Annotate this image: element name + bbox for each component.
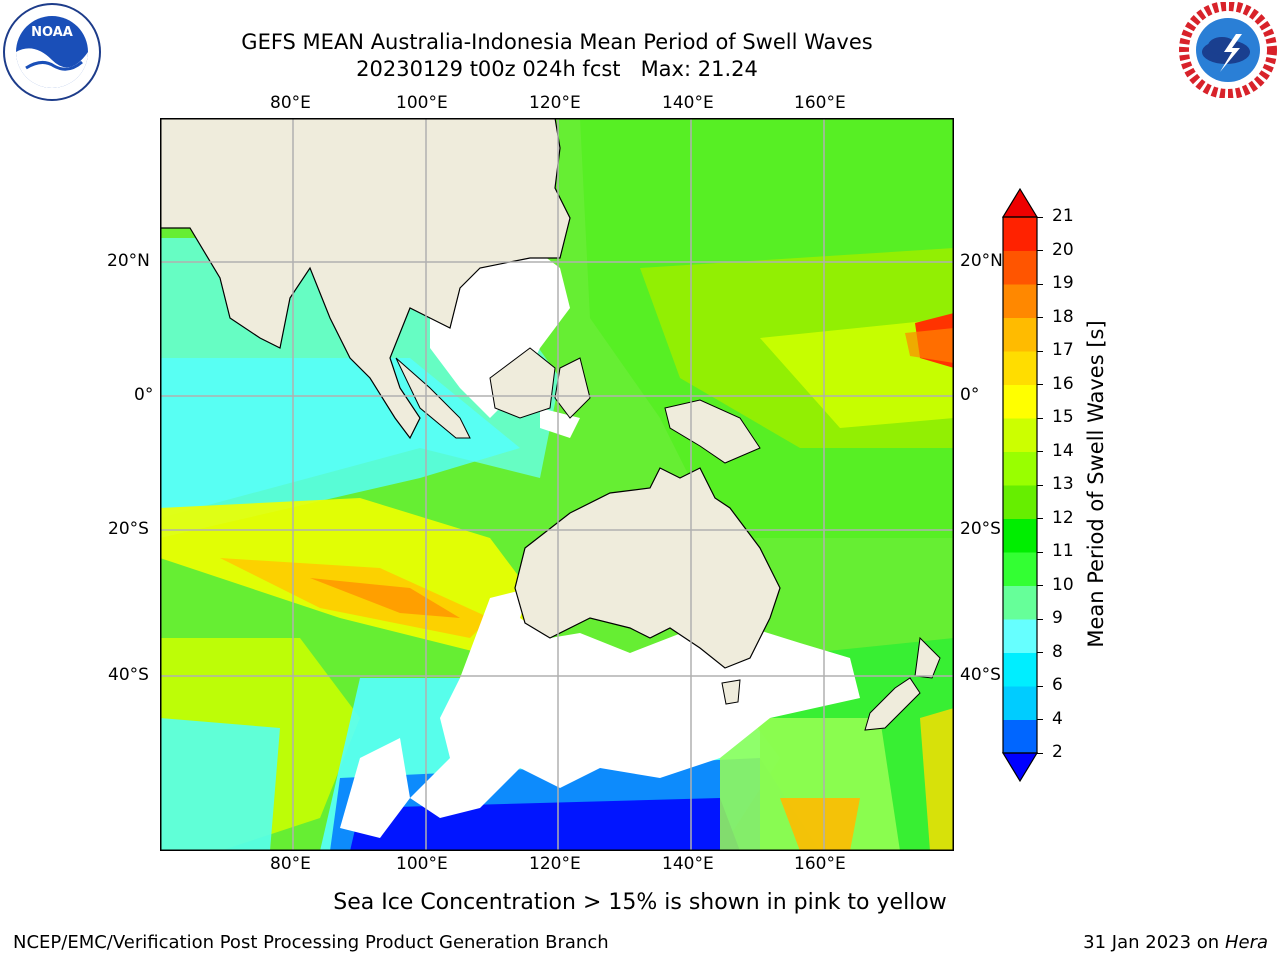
colorbar-tick-label: 2: [1052, 742, 1063, 762]
footer-host: Hera: [1224, 932, 1268, 953]
colorbar-segment: [1003, 485, 1037, 519]
colorbar-tick-mark: [1037, 283, 1043, 285]
colorbar-tick-label: 21: [1052, 206, 1074, 226]
lon-label-bottom-140e: 140°E: [662, 854, 714, 874]
colorbar-tick-mark: [1037, 752, 1043, 754]
lat-label-left-20s: 20°S: [108, 519, 149, 539]
colorbar: [1001, 187, 1039, 783]
colorbar-tick-label: 15: [1052, 407, 1074, 427]
colorbar-tick-mark: [1037, 585, 1043, 587]
colorbar-tick-mark: [1037, 652, 1043, 654]
lon-label-bottom-120e: 120°E: [529, 854, 581, 874]
lat-label-right-0: 0°: [960, 385, 980, 405]
colorbar-segment: [1003, 686, 1037, 720]
colorbar-tick-mark: [1037, 384, 1043, 386]
colorbar-segment: [1003, 652, 1037, 687]
colorbar-tick-label: 20: [1052, 239, 1074, 260]
new-guinea: [664, 399, 761, 464]
colorbar-tick-mark: [1037, 484, 1043, 486]
lon-label-top-160e: 160°E: [794, 93, 846, 113]
colorbar-tick-label: 16: [1052, 373, 1074, 394]
colorbar-segment: [1003, 719, 1037, 754]
colorbar-tick-mark: [1037, 618, 1043, 620]
colorbar-segment: [1003, 284, 1037, 318]
colorbar-tick-mark: [1037, 350, 1043, 352]
colorbar-tick-label: 13: [1052, 474, 1074, 494]
footer-date: 31 Jan 2023 on Hera: [1083, 932, 1268, 953]
colorbar-tick-mark: [1037, 417, 1043, 419]
lat-label-left-20n: 20°N: [107, 251, 150, 271]
colorbar-tick-label: 12: [1052, 507, 1074, 528]
lat-label-right-20s: 20°S: [960, 519, 1001, 539]
colorbar-segment: [1003, 317, 1037, 352]
colorbar-segment: [1003, 250, 1037, 285]
lat-label-right-40s: 40°S: [960, 665, 1001, 685]
lon-label-top-140e: 140°E: [662, 93, 714, 113]
colorbar-tick-mark: [1037, 250, 1043, 252]
lon-label-bottom-100e: 100°E: [396, 854, 448, 874]
new-zealand: [914, 636, 941, 679]
colorbar-tick-mark: [1037, 451, 1043, 453]
colorbar-tick-mark: [1037, 551, 1043, 553]
lon-label-bottom-160e: 160°E: [794, 854, 846, 874]
colorbar-tick-label: 6: [1052, 675, 1063, 695]
colorbar-tick-label: 4: [1052, 708, 1063, 729]
lon-label-top-100e: 100°E: [396, 93, 448, 113]
colorbar-tick-label: 18: [1052, 306, 1074, 327]
noaa-logo-icon: NOAA: [3, 3, 101, 101]
lon-label-top-80e: 80°E: [270, 93, 311, 113]
colorbar-segment: [1003, 619, 1037, 653]
lon-label-bottom-80e: 80°E: [270, 854, 311, 874]
colorbar-segment: [1003, 585, 1037, 620]
map-title-line1: GEFS MEAN Australia-Indonesia Mean Perio…: [241, 30, 873, 54]
colorbar-tick-label: 9: [1052, 608, 1063, 628]
map-title-line2: 20230129 t00z 024h fcst Max: 21.24: [356, 57, 758, 81]
footer-date-text: 31 Jan 2023 on: [1083, 932, 1225, 953]
colorbar-segment: [1003, 552, 1037, 586]
colorbar-tick-mark: [1037, 719, 1043, 721]
colorbar-segment: [1003, 384, 1037, 419]
lon-label-top-120e: 120°E: [529, 93, 581, 113]
colorbar-tick-mark: [1037, 216, 1043, 218]
footer-credit: NCEP/EMC/Verification Post Processing Pr…: [13, 932, 609, 953]
colorbar-label: Mean Period of Swell Waves [s]: [1084, 320, 1108, 648]
colorbar-tick-mark: [1037, 317, 1043, 319]
noaa-logo-text: NOAA: [31, 25, 73, 40]
colorbar-segment: [1003, 518, 1037, 553]
map-gridlines: [160, 118, 954, 851]
sea-ice-caption: Sea Ice Concentration > 15% is shown in …: [333, 890, 947, 915]
colorbar-tick-mark: [1037, 518, 1043, 520]
nws-logo-icon: [1179, 2, 1277, 98]
colorbar-tick-label: 11: [1052, 541, 1074, 561]
lat-label-left-0: 0°: [134, 385, 154, 405]
swell-period-map: [160, 118, 954, 851]
colorbar-segment: [1003, 351, 1037, 385]
colorbar-segment: [1003, 217, 1037, 251]
colorbar-segment: [1003, 451, 1037, 486]
lat-label-right-20n: 20°N: [960, 251, 1003, 271]
colorbar-segment: [1003, 418, 1037, 452]
colorbar-tick-label: 10: [1052, 574, 1074, 595]
colorbar-tick-label: 8: [1052, 641, 1063, 662]
asia-landmass: [160, 118, 571, 440]
colorbar-tick-label: 14: [1052, 440, 1074, 461]
lat-label-left-40s: 40°S: [108, 665, 149, 685]
colorbar-tick-mark: [1037, 685, 1043, 687]
australia-landmass: [514, 467, 781, 669]
colorbar-tick-label: 17: [1052, 340, 1074, 360]
colorbar-tick-label: 19: [1052, 273, 1074, 293]
